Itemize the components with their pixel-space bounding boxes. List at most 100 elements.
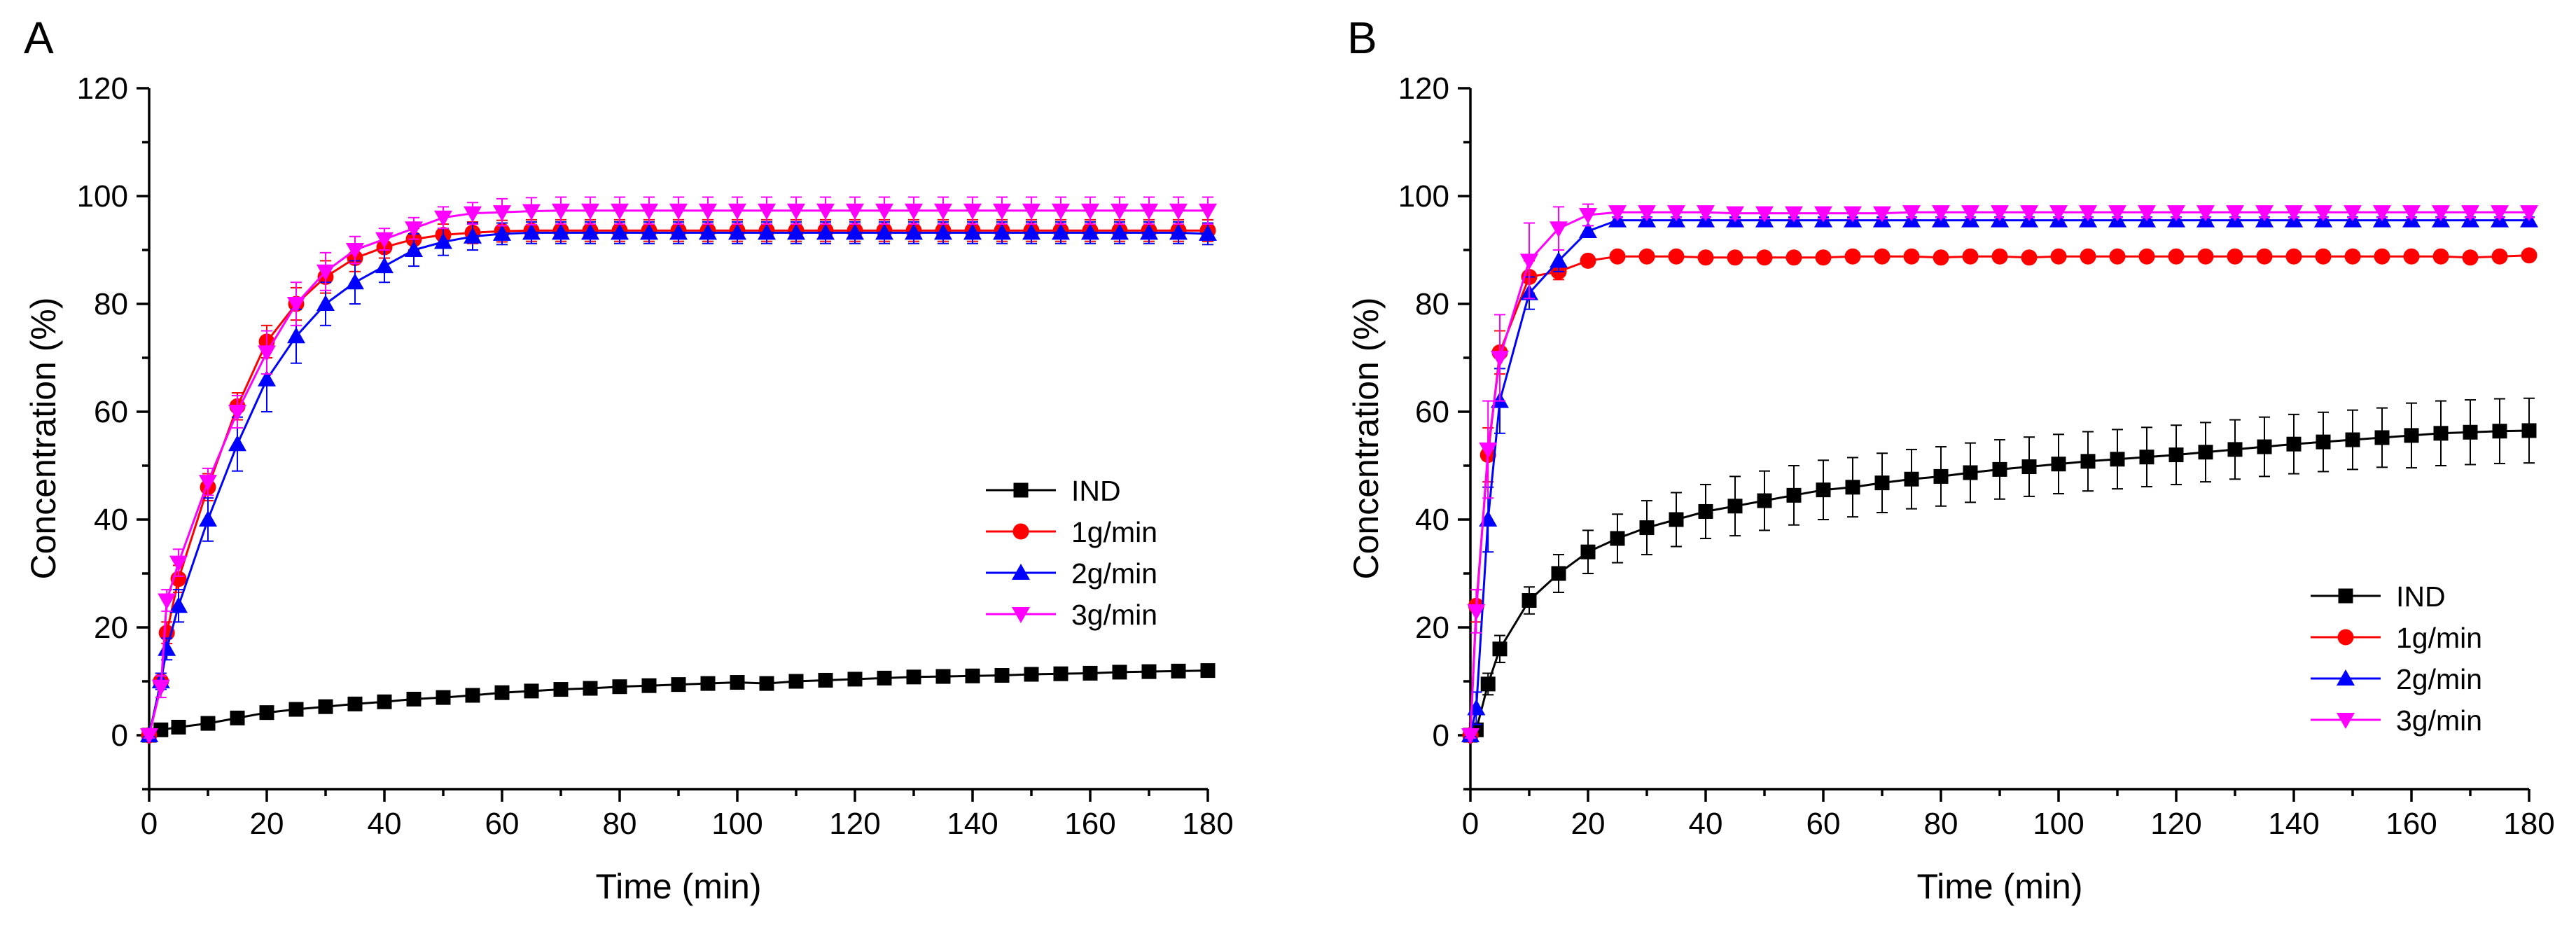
data-point <box>1962 248 1979 265</box>
data-point <box>1111 223 1129 240</box>
data-point <box>375 257 394 274</box>
legend-label: IND <box>1071 475 1121 507</box>
x-tick-label: 100 <box>2033 807 2084 841</box>
x-tick-label: 0 <box>1462 807 1479 841</box>
x-tick-label: 180 <box>1182 807 1233 841</box>
data-point <box>2520 205 2538 222</box>
data-point <box>816 223 835 240</box>
data-point <box>169 597 188 613</box>
data-point <box>2080 454 2096 469</box>
data-point <box>169 555 188 572</box>
data-point <box>1757 493 1772 508</box>
series-3g-min <box>1461 203 2538 744</box>
legend-item: 1g/min <box>2311 622 2482 654</box>
data-point <box>1140 223 1158 240</box>
data-point <box>935 669 951 684</box>
data-point <box>1755 206 1774 223</box>
data-point <box>1111 203 1129 220</box>
series-line <box>148 209 1208 736</box>
y-tick-label: 120 <box>1398 71 1449 106</box>
data-point <box>2432 248 2449 265</box>
series-3g-min <box>140 196 1217 744</box>
data-point <box>1461 728 1480 744</box>
data-point <box>1638 205 1656 222</box>
data-point <box>1169 223 1188 240</box>
data-point <box>377 694 392 709</box>
data-point <box>699 223 717 240</box>
series-line <box>148 231 1209 736</box>
data-point <box>905 223 923 240</box>
data-point <box>730 675 745 690</box>
panel-a: A 0 20 40 60 80 100 120 140 160 180 0 20 40 60 80 100 12… <box>24 13 1234 906</box>
data-point <box>1902 205 1921 222</box>
y-tick-label: 40 <box>94 503 128 537</box>
data-point <box>2049 205 2068 222</box>
data-point <box>1467 604 1486 620</box>
data-point <box>611 223 629 240</box>
x-axis-title-a: Time (min) <box>595 867 761 906</box>
series-a <box>140 196 1217 744</box>
data-point <box>2257 439 2272 454</box>
data-point <box>758 203 776 220</box>
series-b <box>1461 203 2538 744</box>
data-point <box>877 670 892 686</box>
data-point <box>1727 249 1743 266</box>
legend-marker <box>1012 607 1030 623</box>
y-axis-title-b: Concentration (%) <box>1346 298 1386 580</box>
data-point <box>1698 503 1713 519</box>
data-point <box>2433 426 2449 441</box>
data-point <box>522 223 541 240</box>
data-point <box>1480 676 1496 692</box>
data-point <box>140 728 158 744</box>
data-point <box>2344 248 2361 265</box>
x-tick-label: 160 <box>1064 807 1115 841</box>
data-point <box>2316 434 2331 450</box>
data-point <box>728 223 746 240</box>
data-point <box>816 203 835 220</box>
legend-b: IND 1g/min 2g/min 3g/min <box>2311 580 2482 737</box>
data-point <box>1579 222 1597 239</box>
data-point <box>464 206 482 223</box>
data-point <box>524 683 539 699</box>
data-point <box>1199 203 1217 220</box>
data-point <box>552 203 570 220</box>
data-point <box>171 719 186 735</box>
data-point <box>728 203 746 220</box>
data-point <box>787 203 805 220</box>
legend-marker <box>2337 713 2355 729</box>
data-point <box>1726 206 1744 223</box>
data-point <box>1815 249 1832 266</box>
data-point <box>1609 248 1626 265</box>
data-point <box>1667 205 1685 222</box>
data-point <box>2080 248 2096 265</box>
data-point <box>758 223 776 240</box>
data-point <box>1140 203 1158 220</box>
data-point <box>2108 205 2126 222</box>
data-point <box>258 345 276 362</box>
data-point <box>153 722 169 737</box>
series-2g-min <box>140 221 1217 742</box>
data-point <box>1022 223 1040 240</box>
data-point <box>1522 593 1537 608</box>
data-point <box>316 295 335 311</box>
data-point <box>818 672 833 688</box>
data-point <box>2404 428 2419 443</box>
data-point <box>1963 465 1978 480</box>
data-point <box>287 327 305 344</box>
legend-marker <box>2338 588 2353 604</box>
y-tick-label: 100 <box>77 179 128 214</box>
data-point <box>699 203 717 220</box>
x-tick-label: 120 <box>829 807 880 841</box>
data-point <box>2403 248 2420 265</box>
legend-marker <box>1012 523 1029 540</box>
data-point <box>2345 432 2360 447</box>
legend-item: 3g/min <box>2311 704 2482 737</box>
data-point <box>640 203 658 220</box>
x-tick-label: 0 <box>141 807 158 841</box>
data-point <box>2492 424 2507 439</box>
data-point <box>640 223 658 240</box>
legend-label: 3g/min <box>2396 704 2482 737</box>
data-point <box>1786 487 1802 503</box>
data-point <box>2227 248 2243 265</box>
